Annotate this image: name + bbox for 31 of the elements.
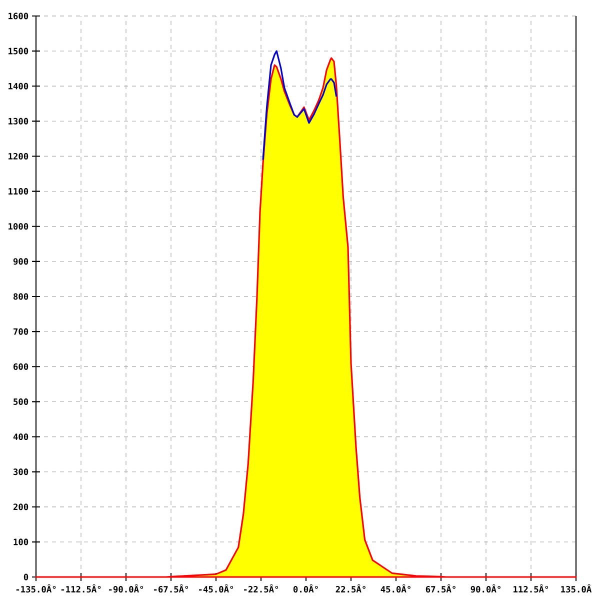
y-tick-label: 1600 [8,12,28,20]
x-tick-label: 67.5Â° [426,584,456,593]
y-tick-label: 200 [13,504,28,510]
line-series [262,50,338,161]
y-tick-label: 800 [14,293,28,300]
y-tick-label: 700 [14,328,28,335]
y-tick-label: 1100 [8,188,28,195]
y-tick-label: 500 [14,398,28,405]
x-tick-label: 90.0Â° [470,584,500,593]
x-tick-label: -45.0Â° [199,584,234,593]
y-tick-label: 400 [13,433,28,440]
x-tick-label: -67.5Â° [154,584,188,593]
y-tick-label: 100 [14,538,28,546]
x-tick-label: -112.5Â° [61,584,101,593]
x-tick-label: 112.5Â° [514,584,548,593]
y-tick-label: 1000 [8,223,28,230]
x-tick-label: 22.5Â° [336,584,366,593]
x-tick-label: -90.0Â° [109,584,144,593]
y-tick-label: 1400 [8,82,28,90]
y-tick-label: 300 [13,468,28,476]
y-tick-label: 1200 [8,152,28,160]
x-tick-label: -22.5Â° [244,584,278,593]
y-tick-label: 900 [13,258,28,265]
y-tick-label: 1300 [8,118,28,124]
x-tick-label: -135.0Â° [16,584,56,593]
x-tick-label: 0.0Â° [293,584,318,593]
y-tick-label: 1500 [8,48,28,54]
x-tick-label: 45.0Â° [380,584,410,593]
x-tick-label: 135.0Â [561,584,592,593]
y-tick-label: 0 [24,574,28,580]
y-tick-label: 600 [14,363,28,370]
